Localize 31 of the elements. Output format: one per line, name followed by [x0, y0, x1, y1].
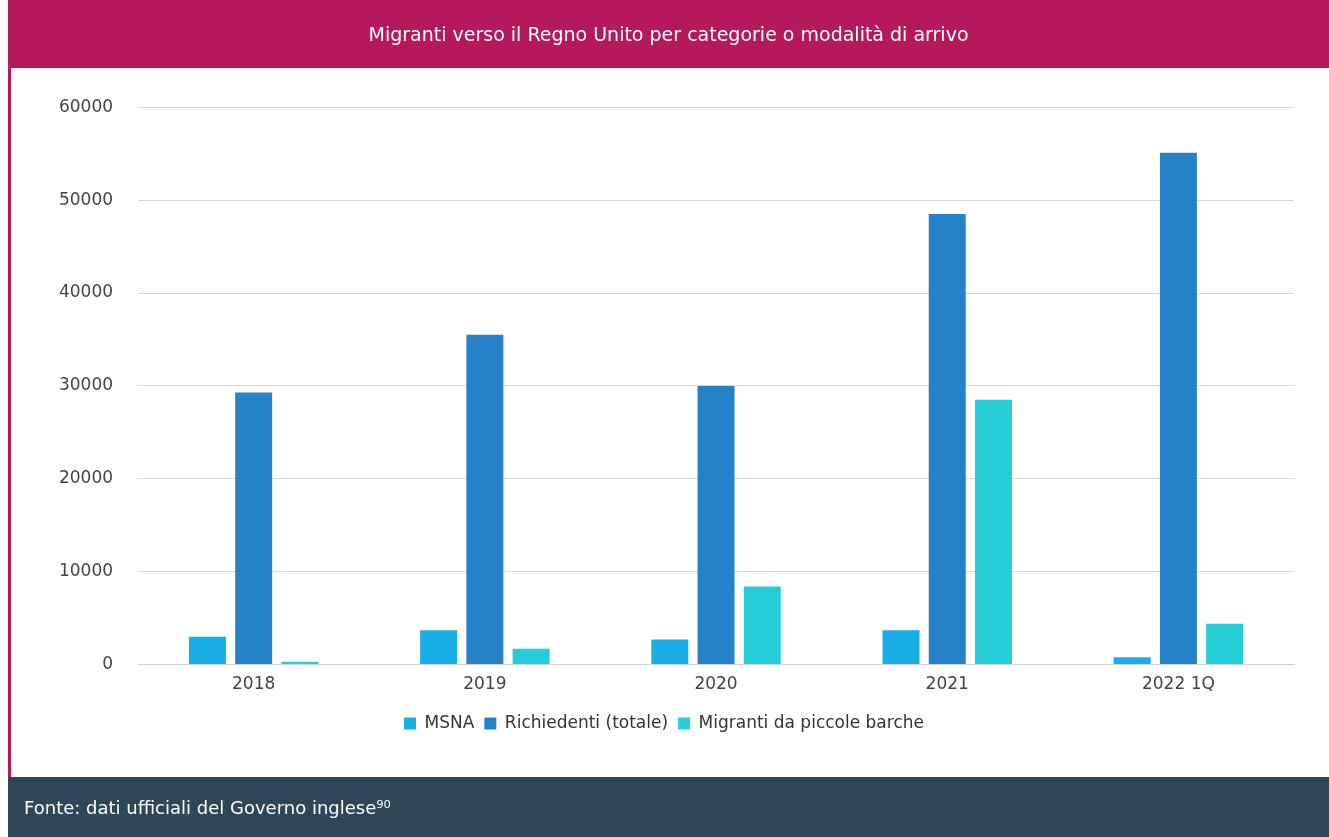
x-tick-label: 2018 [232, 673, 276, 694]
bar [1159, 152, 1197, 665]
bar [743, 586, 781, 665]
bar [697, 385, 735, 665]
x-tick-label: 2021 [925, 673, 969, 694]
bar [928, 214, 966, 665]
bar [466, 334, 504, 665]
bar [882, 630, 920, 665]
y-tick-label: 0 [102, 653, 114, 674]
bar [420, 630, 458, 665]
bar [188, 636, 226, 665]
y-tick-label: 60000 [58, 95, 114, 116]
legend-label: MSNA [424, 711, 475, 732]
y-tick-label: 30000 [58, 374, 114, 395]
bar [651, 639, 689, 665]
x-tick-label: 2022 1Q [1141, 673, 1215, 694]
x-tick-label: 2020 [694, 673, 738, 694]
bar [974, 399, 1012, 665]
x-tick-label: 2019 [463, 673, 507, 694]
source-note: Fonte: dati ufficiali del Governo inglese⁹⁰ [24, 796, 391, 818]
bar [512, 648, 550, 665]
y-tick-label: 50000 [58, 188, 114, 209]
chart-title: Migranti verso il Regno Unito per categorie o modalità di arrivo [8, 0, 1329, 68]
y-tick-label: 10000 [58, 560, 114, 581]
bar [1113, 657, 1151, 665]
bar [235, 392, 273, 665]
legend-label: Richiedenti (totale) [504, 711, 669, 732]
bar [1206, 623, 1244, 665]
legend-label: Migranti da piccole barche [698, 711, 924, 732]
y-tick-label: 20000 [58, 467, 114, 488]
y-tick-label: 40000 [58, 281, 114, 302]
